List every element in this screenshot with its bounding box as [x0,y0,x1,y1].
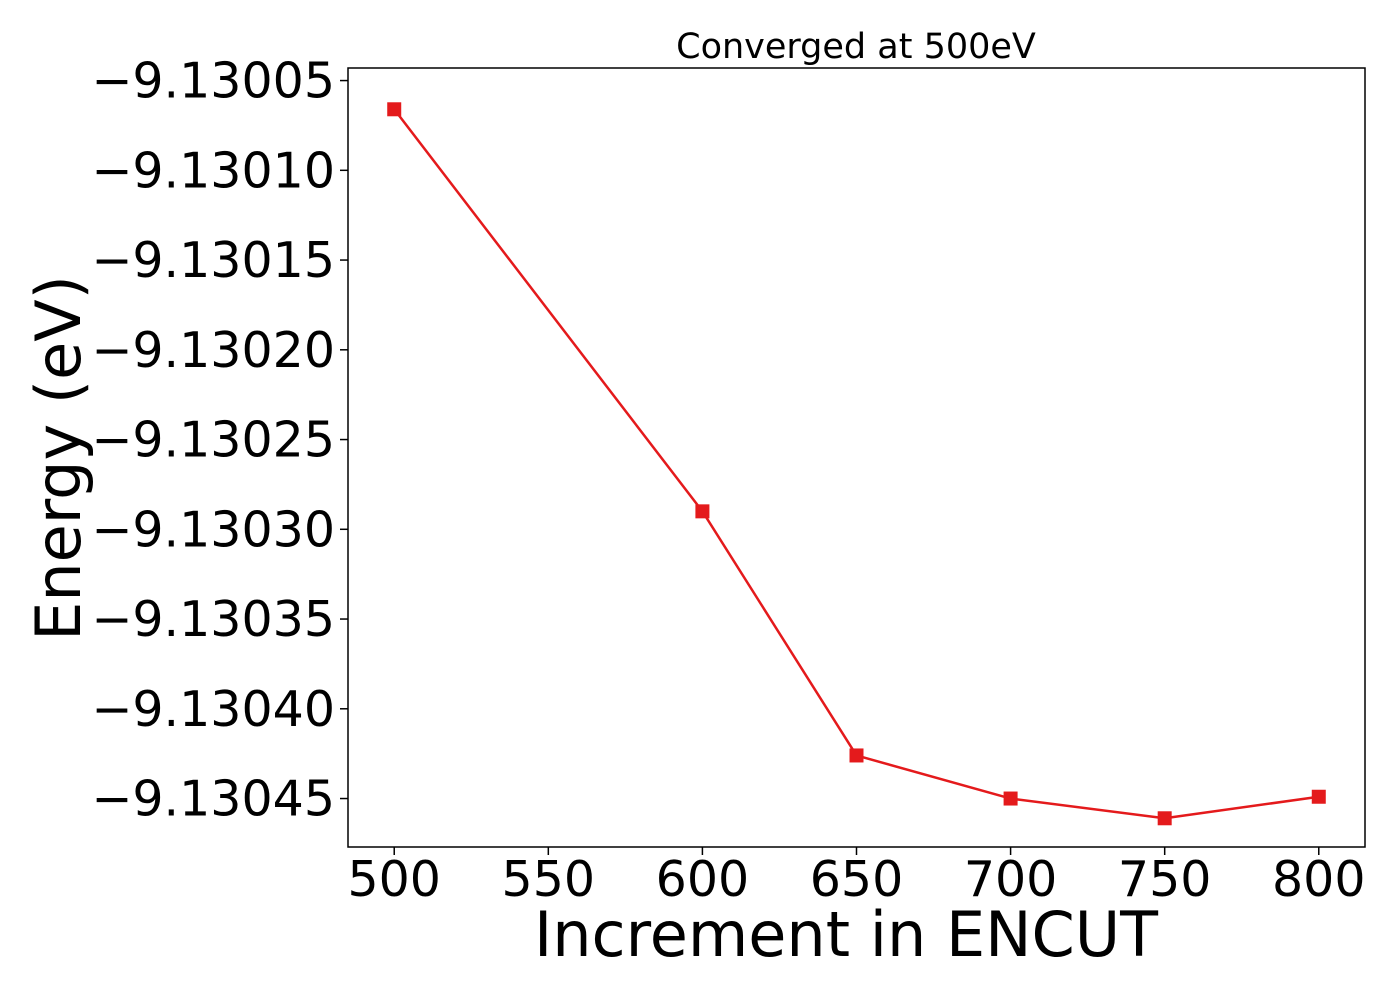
x-axis-ticks: 500 550 600 650 700 750 800 [347,847,1366,908]
y-tick-label: −9.13010 [91,142,335,199]
y-tick-label: −9.13030 [91,501,335,558]
x-tick-label: 800 [1272,851,1366,908]
x-tick-label: 600 [656,851,750,908]
y-tick-label: −9.13025 [91,412,335,469]
y-axis-title: Energy (eV) [22,275,95,641]
y-axis-ticks: −9.13005 −9.13010 −9.13015 −9.13020 −9.13025… [91,53,348,828]
data-point-marker [1157,811,1172,826]
y-tick-label: −9.13045 [91,771,335,828]
data-point-marker [1311,789,1326,804]
series-line [393,108,1319,820]
series-layer [387,102,1326,826]
x-tick-label: 750 [1118,851,1212,908]
y-tick-label: −9.13040 [91,681,335,738]
data-point-marker [387,102,402,117]
data-point-marker [1003,791,1018,806]
data-point-marker [695,504,710,519]
x-axis-title: Increment in ENCUT [534,898,1159,971]
x-tick-label: 500 [347,851,441,908]
x-tick-label: 650 [810,851,904,908]
plot-area-frame [347,67,1366,848]
x-tick-label: 700 [964,851,1058,908]
y-tick-label: −9.13005 [91,53,335,110]
y-tick-label: −9.13015 [91,232,335,289]
chart-title: Converged at 500eV [676,27,1036,67]
y-tick-label: −9.13035 [91,591,335,648]
data-point-marker [849,748,864,763]
y-tick-label: −9.13020 [91,322,335,379]
x-tick-label: 550 [502,851,596,908]
